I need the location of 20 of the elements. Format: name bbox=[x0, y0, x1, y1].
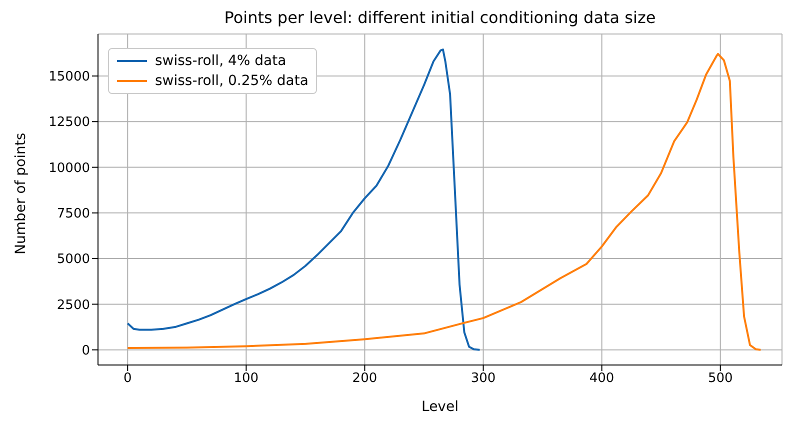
legend-label: swiss-roll, 4% data bbox=[155, 52, 286, 71]
x-tick-label: 500 bbox=[708, 371, 733, 386]
line-series bbox=[126, 52, 762, 351]
legend-label: swiss-roll, 0.25% data bbox=[155, 72, 308, 91]
y-tick-label: 7500 bbox=[56, 206, 90, 222]
line-series bbox=[126, 48, 481, 351]
x-tick-label: 200 bbox=[352, 371, 378, 386]
x-axis-title: Level bbox=[422, 399, 458, 415]
y-tick-label: 2500 bbox=[56, 298, 90, 313]
y-axis-title: Number of points bbox=[12, 132, 29, 254]
x-tick-label: 300 bbox=[470, 371, 496, 386]
x-tick-label: 100 bbox=[234, 371, 259, 386]
y-tick-label: 10000 bbox=[48, 160, 90, 176]
y-tick-label: 5000 bbox=[56, 252, 90, 268]
x-tick-label: 0 bbox=[123, 371, 132, 386]
y-tick-label: 15000 bbox=[48, 70, 90, 85]
y-tick-label: 12500 bbox=[48, 115, 90, 130]
x-tick-label: 400 bbox=[589, 371, 614, 386]
y-tick-label: 0 bbox=[82, 343, 90, 358]
chart-title: Points per level: different initial conditioning data size bbox=[223, 8, 657, 29]
